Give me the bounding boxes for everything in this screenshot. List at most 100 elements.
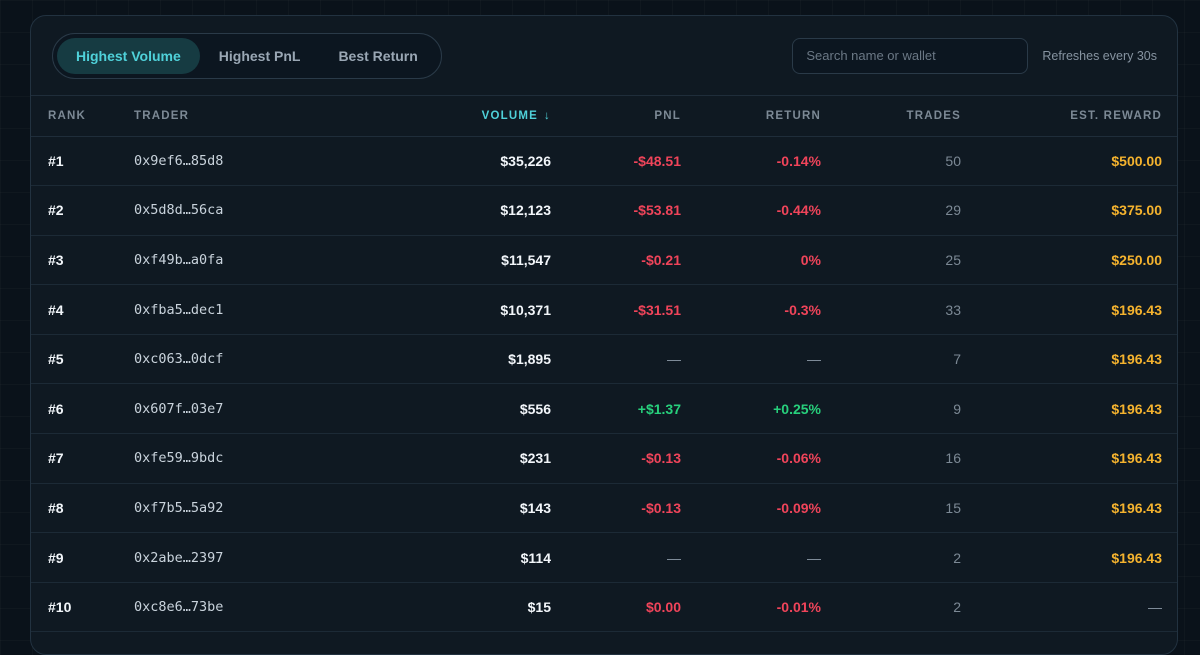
volume-cell: $556 [341,383,551,435]
est-reward-cell: $196.43 [961,383,1177,435]
est-reward-cell: $196.43 [961,284,1177,335]
volume-cell: $114 [341,532,551,583]
return-cell: -0.06% [681,433,821,484]
trader-address-cell[interactable]: 0x2abe…2397 [134,532,341,583]
volume-cell: $143 [341,483,551,534]
est-reward-cell: — [961,582,1177,633]
volume-cell: $35,226 [341,136,551,187]
est-reward-cell: $196.43 [961,483,1177,534]
pnl-cell: $0.00 [551,582,681,633]
leaderboard-panel: Highest Volume Highest PnL Best Return R… [30,15,1178,655]
return-cell: -0.01% [681,582,821,633]
pnl-cell: -$31.51 [551,284,681,335]
column-header-rank[interactable]: RANK [31,96,134,137]
trader-address-cell[interactable]: 0x5d8d…56ca [134,185,341,236]
trades-cell: 15 [821,483,961,534]
rank-cell: #5 [31,334,134,385]
table-row[interactable]: #5 0xc063…0dcf $1,895— —7 $196.43 [31,334,1177,385]
table-body: #1 0x9ef6…85d8 $35,226 -$48.51 -0.14% 50 $500.… [31,136,1177,633]
trades-cell: 50 [821,136,961,187]
return-cell: — [681,334,821,385]
table-row[interactable]: #3 0xf49b…a0fa $11,547 -$0.21 0% 25 $250.00 [31,235,1177,286]
trades-cell: 16 [821,433,961,484]
pnl-cell: -$48.51 [551,136,681,187]
sort-tabs: Highest Volume Highest PnL Best Return [52,32,442,79]
trades-cell: 2 [821,532,961,583]
table-row[interactable]: #4 0xfba5…dec1 $10,371 -$31.51 -0.3% 33 $196.4… [31,284,1177,335]
column-header-volume-label: VOLUME [481,109,539,122]
return-cell: -0.3% [681,284,821,335]
trades-cell: 29 [821,185,961,236]
refresh-interval-text: Refreshes every 30s [1042,48,1157,63]
trader-address-cell[interactable]: 0xf49b…a0fa [134,235,341,286]
pnl-cell: -$0.21 [551,235,681,286]
rank-cell: #9 [31,532,134,583]
table-row[interactable]: #6 0x607f…03e7 $556 +$1.37 +0.25% 9 $196.43 [31,383,1177,435]
tab-highest-pnl[interactable]: Highest PnL [218,47,301,64]
trades-cell: 9 [821,383,961,435]
leaderboard-table: RANK TRADER VOLUME ↓ PNL RETURN TRADES ES… [31,96,1177,633]
table-row[interactable]: #1 0x9ef6…85d8 $35,226 -$48.51 -0.14% 50 $500.… [31,136,1177,187]
table-row[interactable]: #8 0xf7b5…5a92 $143 -$0.13 -0.09% 15 $196.43 [31,483,1177,534]
column-header-trader[interactable]: TRADER [134,96,341,137]
trader-address-cell[interactable]: 0xc063…0dcf [134,334,341,385]
return-cell: -0.14% [681,136,821,187]
est-reward-cell: $500.00 [961,136,1177,187]
tab-highest-volume[interactable]: Highest Volume [57,37,200,74]
pnl-cell: -$0.13 [551,483,681,534]
column-header-return[interactable]: RETURN [681,96,821,137]
rank-cell: #2 [31,185,134,236]
return-cell: 0% [681,235,821,286]
rank-cell: #1 [31,136,134,187]
table-row[interactable]: #9 0x2abe…2397 $114— —2 $196.43 [31,532,1177,583]
est-reward-cell: $196.43 [961,334,1177,385]
trader-address-cell[interactable]: 0x607f…03e7 [134,383,341,435]
rank-cell: #3 [31,235,134,286]
rank-cell: #8 [31,483,134,534]
trades-cell: 25 [821,235,961,286]
pnl-cell: +$1.37 [551,383,681,435]
volume-cell: $231 [341,433,551,484]
leaderboard-toolbar: Highest Volume Highest PnL Best Return R… [31,16,1177,96]
column-header-est-reward[interactable]: EST. REWARD [961,96,1177,137]
pnl-cell: — [551,334,681,385]
tab-best-return[interactable]: Best Return [338,47,418,64]
return-cell: -0.44% [681,185,821,236]
trades-cell: 2 [821,582,961,633]
return-cell: -0.09% [681,483,821,534]
volume-cell: $12,123 [341,185,551,236]
pnl-cell: — [551,532,681,583]
sort-arrow-down-icon: ↓ [544,109,551,122]
rank-cell: #7 [31,433,134,484]
est-reward-cell: $196.43 [961,532,1177,583]
table-row[interactable]: #2 0x5d8d…56ca $12,123 -$53.81 -0.44% 29 $375.… [31,185,1177,236]
column-header-trades[interactable]: TRADES [821,96,961,137]
volume-cell: $1,895 [341,334,551,385]
trades-cell: 33 [821,284,961,335]
pnl-cell: -$53.81 [551,185,681,236]
table-row[interactable]: #10 0xc8e6…73be $15 $0.00 -0.01% 2— [31,582,1177,633]
return-cell: — [681,532,821,583]
table-header-row: RANK TRADER VOLUME ↓ PNL RETURN TRADES ES… [31,96,1177,137]
est-reward-cell: $196.43 [961,433,1177,484]
volume-cell: $15 [341,582,551,633]
trader-address-cell[interactable]: 0xf7b5…5a92 [134,483,341,534]
volume-cell: $11,547 [341,235,551,286]
column-header-pnl[interactable]: PNL [551,96,681,137]
est-reward-cell: $375.00 [961,185,1177,236]
volume-cell: $10,371 [341,284,551,335]
rank-cell: #6 [31,383,134,435]
trades-cell: 7 [821,334,961,385]
trader-address-cell[interactable]: 0x9ef6…85d8 [134,136,341,187]
trader-address-cell[interactable]: 0xfe59…9bdc [134,433,341,484]
est-reward-cell: $250.00 [961,235,1177,286]
table-row[interactable]: #7 0xfe59…9bdc $231 -$0.13 -0.06% 16 $196.43 [31,433,1177,484]
trader-address-cell[interactable]: 0xc8e6…73be [134,582,341,633]
return-cell: +0.25% [681,383,821,435]
rank-cell: #4 [31,284,134,335]
column-header-volume[interactable]: VOLUME ↓ [341,96,551,137]
rank-cell: #10 [31,582,134,633]
pnl-cell: -$0.13 [551,433,681,484]
trader-address-cell[interactable]: 0xfba5…dec1 [134,284,341,335]
search-input[interactable] [792,37,1029,74]
